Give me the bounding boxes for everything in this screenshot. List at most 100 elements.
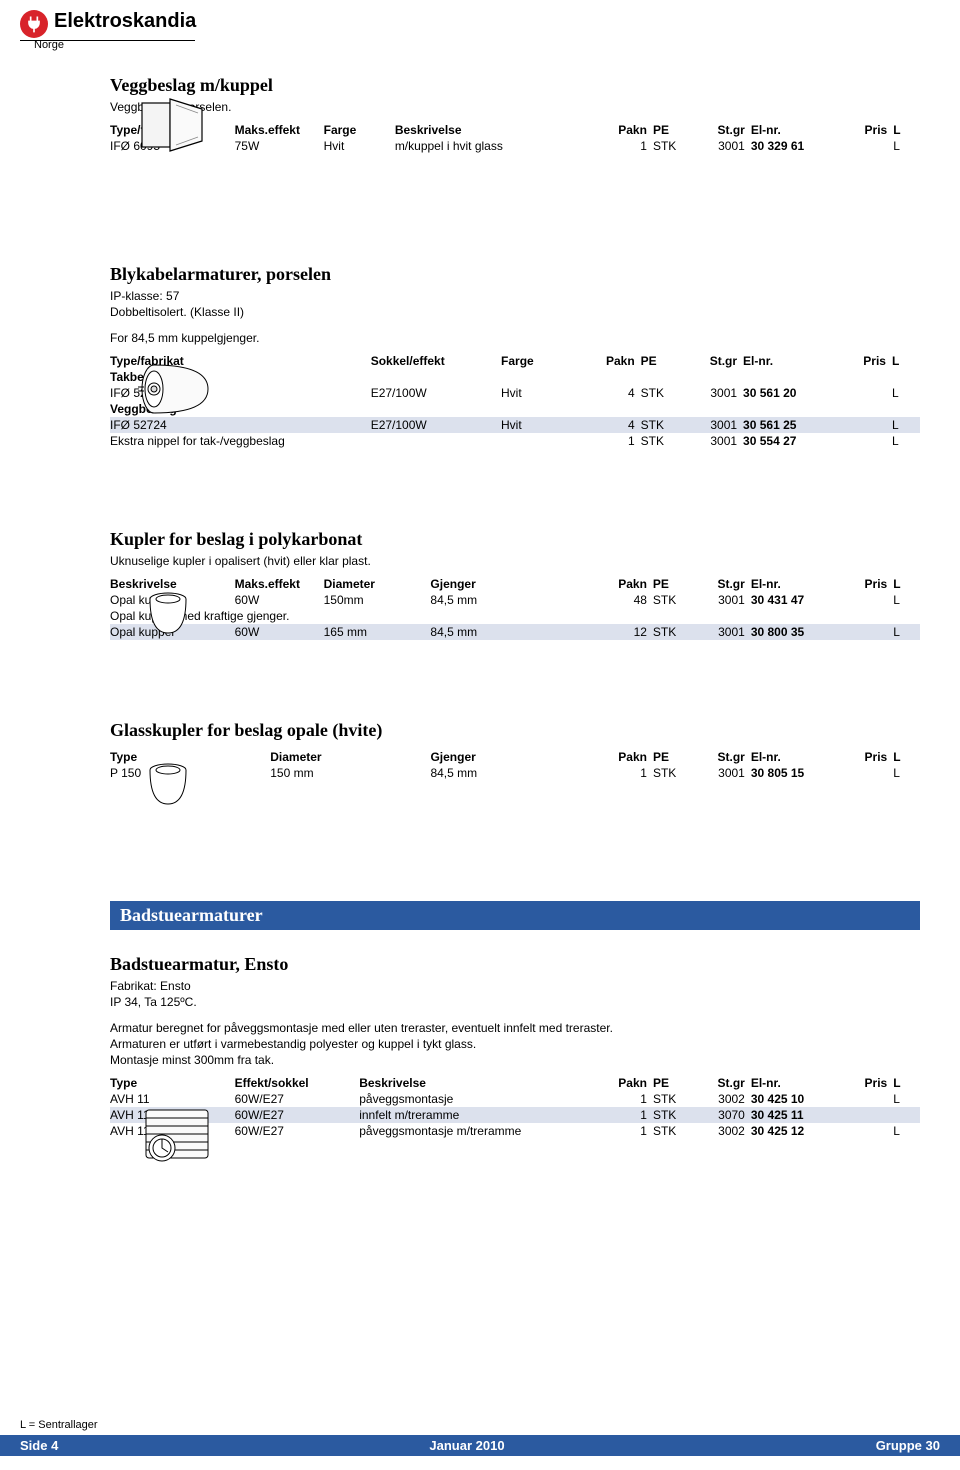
table-cell: STK [653, 765, 698, 781]
col-header: PE [653, 749, 698, 765]
col-header: L [893, 1075, 920, 1091]
section-description: Armatur beregnet for påveggsmontasje med… [110, 1021, 920, 1035]
col-header: El-nr. [751, 749, 840, 765]
table-cell [840, 765, 893, 781]
table-cell [836, 433, 892, 449]
table-cell: 4 [594, 385, 641, 401]
table-cell [836, 417, 892, 433]
col-header: PE [641, 353, 688, 369]
table-cell: L [893, 765, 920, 781]
table-cell: 150mm [324, 592, 431, 608]
col-header: Pakn [608, 122, 653, 138]
footer-bar: Side 4 Januar 2010 Gruppe 30 [0, 1435, 960, 1456]
table-cell: innfelt m/treramme [359, 1107, 608, 1123]
brand-logo-mark [20, 10, 48, 38]
group-label: Takbeslag [110, 369, 920, 385]
col-header: Pakn [594, 353, 641, 369]
col-header: St.gr [697, 576, 750, 592]
col-header: Beskrivelse [395, 122, 609, 138]
table-row: AVH 11.260W/E27påveggsmontasje m/treramm… [110, 1123, 920, 1139]
table-header-row: Beskrivelse Maks.effekt Diameter Gjenger… [110, 576, 920, 592]
table-cell: L [893, 138, 920, 154]
brand-logo: Elektroskandia [0, 0, 960, 38]
section-description: Montasje minst 300mm fra tak. [110, 1053, 920, 1067]
table-cell: L [893, 1123, 920, 1139]
table-row: Opal kuppel60W150mm84,5 mm48STK300130 43… [110, 592, 920, 608]
col-header: Farge [324, 122, 395, 138]
table-cell: 30 425 10 [751, 1091, 840, 1107]
table-cell: 3002 [697, 1091, 750, 1107]
col-header: El-nr. [743, 353, 836, 369]
table-cell: 30 561 20 [743, 385, 836, 401]
table-cell: 1 [608, 1123, 653, 1139]
col-header: Maks.effekt [235, 576, 324, 592]
table-cell: 84,5 mm [430, 624, 608, 640]
table-cell [893, 1107, 920, 1123]
col-header: PE [653, 576, 698, 592]
data-table: Type Diameter Gjenger Pakn PE St.gr El-n… [110, 749, 920, 781]
section-subtitle: Veggbeslag i porselen. [110, 100, 920, 114]
table-cell: 30 800 35 [751, 624, 840, 640]
col-header: Gjenger [430, 576, 608, 592]
table-cell: 30 561 25 [743, 417, 836, 433]
table-row: IFØ 609575WHvitm/kuppel i hvit glass1STK… [110, 138, 920, 154]
footer-note: L = Sentrallager [20, 1419, 960, 1431]
table-cell: 12 [608, 624, 653, 640]
col-header: Pris [840, 122, 893, 138]
col-header: Sokkel/effekt [371, 353, 501, 369]
data-table: Type Effekt/sokkel Beskrivelse Pakn PE S… [110, 1075, 920, 1139]
col-header: El-nr. [751, 576, 840, 592]
section-subtitle: Dobbeltisolert. (Klasse II) [110, 305, 920, 319]
table-cell: Hvit [501, 385, 594, 401]
table-cell: L [893, 1091, 920, 1107]
table-cell: L [893, 592, 920, 608]
col-header: Pris [840, 576, 893, 592]
table-cell: STK [653, 1091, 698, 1107]
brand-name: Elektroskandia [54, 10, 196, 33]
section-description: Armaturen er utført i varmebestandig pol… [110, 1037, 920, 1051]
col-header: St.gr [687, 353, 743, 369]
section-title: Badstuearmatur, Ensto [110, 954, 920, 975]
col-header: Pris [840, 749, 893, 765]
page-footer: L = Sentrallager Side 4 Januar 2010 Grup… [0, 1419, 960, 1456]
col-header: Beskrivelse [359, 1075, 608, 1091]
col-header: Pakn [608, 1075, 653, 1091]
section-subtitle: IP 34, Ta 125ºC. [110, 995, 920, 1009]
col-header: Pris [840, 1075, 893, 1091]
product-illustration [138, 589, 198, 642]
section-subtitle: IP-klasse: 57 [110, 289, 920, 303]
table-cell: STK [641, 433, 688, 449]
table-cell: L [892, 433, 920, 449]
table-cell [840, 1123, 893, 1139]
group-label-row: Opal kuppel med kraftige gjenger. [110, 608, 920, 624]
table-cell: STK [653, 1107, 698, 1123]
table-cell: Hvit [501, 417, 594, 433]
table-cell [840, 1107, 893, 1123]
table-cell: 1 [608, 138, 653, 154]
table-cell: 165 mm [324, 624, 431, 640]
table-cell: m/kuppel i hvit glass [395, 138, 609, 154]
col-header: Effekt/sokkel [235, 1075, 360, 1091]
col-header: Pris [836, 353, 892, 369]
table-cell: STK [641, 417, 688, 433]
table-cell: 30 425 12 [751, 1123, 840, 1139]
table-cell: STK [653, 624, 698, 640]
table-cell: 3001 [687, 433, 743, 449]
table-row: AVH 1160W/E27påveggsmontasje1STK300230 4… [110, 1091, 920, 1107]
col-header: St.gr [697, 749, 750, 765]
table-row: AVH 11.160W/E27innfelt m/treramme1STK307… [110, 1107, 920, 1123]
group-label-row: Veggbeslag [110, 401, 920, 417]
table-cell: 3001 [697, 765, 750, 781]
table-header-row: Type Effekt/sokkel Beskrivelse Pakn PE S… [110, 1075, 920, 1091]
data-table: Type/fabrikat Sokkel/effekt Farge Pakn P… [110, 353, 920, 449]
section-subtitle: Uknuselige kupler i opalisert (hvit) ell… [110, 554, 920, 568]
col-header: L [893, 749, 920, 765]
col-header: Maks.effekt [235, 122, 324, 138]
table-cell [836, 385, 892, 401]
product-illustration [138, 85, 213, 168]
col-header: PE [653, 122, 698, 138]
section-subtitle: For 84,5 mm kuppelgjenger. [110, 331, 920, 345]
section-subtitle: Fabrikat: Ensto [110, 979, 920, 993]
col-header: St.gr [697, 1075, 750, 1091]
section-title: Kupler for beslag i polykarbonat [110, 529, 920, 550]
